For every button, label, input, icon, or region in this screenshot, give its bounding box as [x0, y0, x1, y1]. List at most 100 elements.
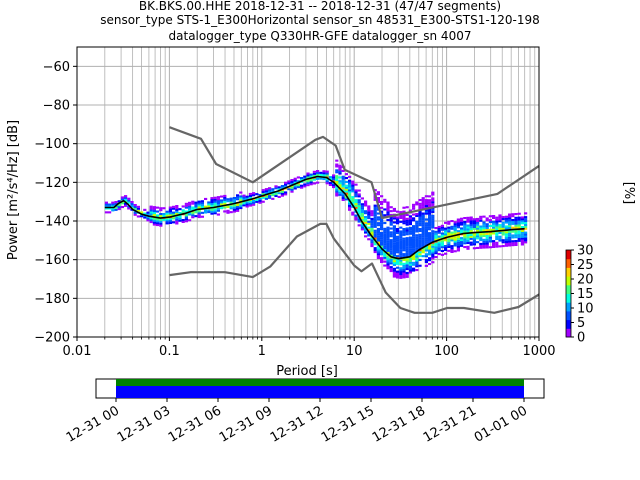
density-cell [402, 245, 406, 248]
density-cell [447, 230, 451, 233]
density-cell [469, 233, 473, 236]
density-cell [412, 256, 416, 259]
density-cell [120, 202, 124, 205]
density-cell [408, 240, 412, 243]
density-cell [156, 220, 160, 223]
density-cell [402, 266, 406, 269]
density-cell [300, 177, 304, 180]
density-cell [367, 226, 371, 229]
density-cell [376, 249, 380, 252]
density-cell [444, 233, 448, 236]
density-cell [517, 212, 521, 215]
density-cell [168, 212, 172, 215]
density-cell [223, 200, 227, 203]
density-cell [501, 216, 505, 219]
high-noise-model-line [169, 126, 540, 220]
density-cell [405, 213, 409, 216]
density-cell [271, 188, 275, 191]
density-cell [114, 206, 118, 209]
density-cell [338, 191, 342, 194]
density-cell [511, 215, 515, 218]
density-cell [108, 211, 112, 214]
density-cell [392, 254, 396, 257]
density-cell [402, 206, 406, 209]
density-cell [520, 239, 524, 242]
density-cell [504, 238, 508, 241]
density-cell [175, 220, 179, 223]
density-cell [495, 224, 499, 227]
density-cell [402, 272, 406, 275]
density-cell [498, 218, 502, 221]
density-cell [415, 213, 419, 216]
density-cell [428, 222, 432, 225]
density-cell [508, 238, 512, 241]
density-cell [389, 213, 393, 216]
density-cell [373, 251, 377, 254]
density-cell [108, 207, 112, 210]
density-cell [485, 232, 489, 235]
density-cell [453, 242, 457, 245]
density-cell [175, 216, 179, 219]
density-cell [383, 231, 387, 234]
density-cell [348, 183, 352, 186]
density-cell [335, 194, 339, 197]
density-cell [386, 261, 390, 264]
density-cell [200, 200, 204, 203]
density-cell [364, 227, 368, 230]
density-cell [447, 228, 451, 231]
density-cell [405, 223, 409, 226]
density-cell [504, 235, 508, 238]
density-cell [412, 248, 416, 251]
density-cell [245, 203, 249, 206]
density-cell [181, 209, 185, 212]
timeline-tick-label: 01-01 00 [472, 403, 530, 445]
density-cell [501, 227, 505, 230]
density-cell [408, 232, 412, 235]
density-cell [344, 184, 348, 187]
density-cell [223, 206, 227, 209]
density-cell [517, 234, 521, 237]
density-cell [354, 202, 358, 205]
density-cell [191, 200, 195, 203]
density-cell [370, 237, 374, 240]
density-cell [415, 226, 419, 229]
density-cell [431, 232, 435, 235]
density-cell [498, 235, 502, 238]
density-cell [303, 185, 307, 188]
density-cell [402, 276, 406, 279]
colorbar-tick-label: 30 [577, 244, 594, 259]
density-cell [380, 222, 384, 225]
density-cell [501, 225, 505, 228]
density-cell [412, 232, 416, 235]
density-cell [344, 198, 348, 201]
density-cell [386, 230, 390, 233]
density-cell [466, 226, 470, 229]
density-cell [485, 244, 489, 247]
density-cell [216, 201, 220, 204]
density-cell [338, 166, 342, 169]
density-cell [373, 233, 377, 236]
density-cell [402, 214, 406, 217]
density-cell [383, 256, 387, 259]
density-cell [495, 234, 499, 237]
density-cell [431, 210, 435, 213]
density-cell [338, 172, 342, 175]
density-cell [360, 210, 364, 213]
density-cell [140, 215, 144, 218]
density-cell [450, 220, 454, 223]
density-cell [485, 225, 489, 228]
density-cell [508, 223, 512, 226]
density-cell [296, 184, 300, 187]
density-cell [191, 212, 195, 215]
density-cell [399, 242, 403, 245]
density-cell [402, 216, 406, 219]
density-cell [143, 212, 147, 215]
density-cell [370, 219, 374, 222]
density-cell [511, 226, 515, 229]
density-cell [242, 204, 246, 207]
density-cell [392, 252, 396, 255]
density-cell [380, 226, 384, 229]
density-cell [232, 197, 236, 200]
density-cell [418, 206, 422, 209]
density-cell [165, 210, 169, 213]
